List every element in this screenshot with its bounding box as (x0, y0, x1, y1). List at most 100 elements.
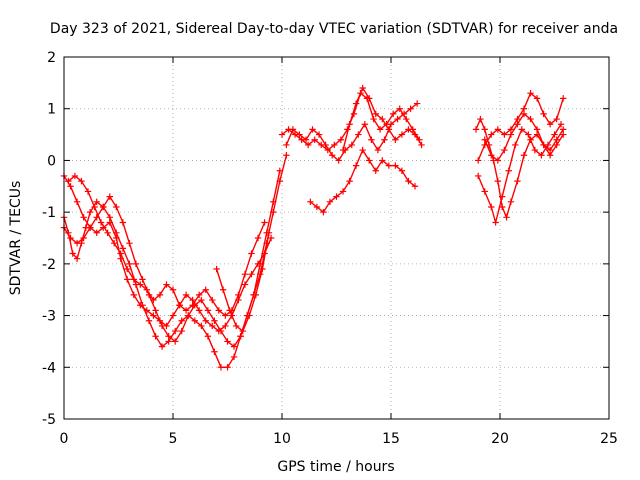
data-point (283, 152, 290, 159)
data-point (533, 126, 541, 133)
data-point (222, 312, 229, 319)
data-point (477, 115, 484, 123)
data-point (230, 343, 238, 350)
data-point (525, 131, 532, 138)
data-point (204, 333, 212, 340)
data-point (540, 110, 547, 118)
data-point (226, 307, 233, 314)
data-point (527, 90, 534, 97)
data-point (328, 152, 336, 159)
data-point (195, 291, 203, 299)
data-point (248, 250, 255, 257)
data-point (418, 141, 425, 149)
data-point (119, 245, 127, 252)
data-point (533, 95, 541, 102)
data-point (257, 260, 264, 268)
data-point (246, 312, 253, 319)
data-point (560, 95, 567, 102)
data-point (398, 167, 406, 174)
data-point (261, 219, 268, 226)
y-tick-label: 0 (47, 153, 56, 169)
data-point (546, 152, 554, 159)
data-point (171, 327, 179, 335)
data-point (366, 95, 373, 102)
data-series-track-9 (339, 84, 425, 154)
data-point (158, 322, 166, 330)
data-point (211, 317, 218, 324)
y-tick-label: 2 (47, 50, 56, 66)
data-point (143, 307, 151, 314)
data-point (333, 193, 340, 200)
data-point (100, 203, 107, 211)
data-point (307, 198, 314, 205)
data-point (507, 198, 515, 205)
data-point (126, 260, 133, 268)
data-point (106, 193, 113, 200)
data-point (235, 291, 242, 299)
series-line (63, 154, 288, 368)
data-point (385, 126, 393, 133)
data-point (411, 131, 419, 138)
data-point (241, 271, 249, 278)
data-point (73, 239, 81, 247)
y-tick-label: -5 (42, 412, 56, 428)
data-point (217, 327, 225, 335)
data-point (198, 322, 205, 330)
x-tick-label: 0 (60, 431, 69, 447)
x-tick-label: 10 (273, 431, 291, 447)
data-point (195, 307, 203, 314)
data-point (191, 317, 198, 324)
data-point (331, 141, 338, 149)
data-point (359, 146, 366, 154)
data-point (202, 286, 209, 293)
data-point (368, 136, 375, 143)
data-point (361, 121, 369, 128)
x-tick-label: 5 (169, 431, 178, 447)
data-point (520, 110, 528, 118)
data-point (540, 141, 547, 149)
data-point (80, 214, 87, 221)
data-point (498, 193, 506, 200)
series-line (309, 149, 416, 213)
data-point (117, 250, 124, 257)
y-tick-label: -3 (42, 309, 56, 325)
data-point (130, 276, 137, 283)
data-point (514, 121, 521, 128)
data-point (335, 157, 342, 164)
data-point (387, 121, 395, 128)
data-point (145, 317, 153, 324)
data-point (309, 126, 316, 133)
data-point (124, 276, 131, 283)
data-point (379, 115, 386, 123)
data-point (126, 239, 133, 247)
data-point (213, 265, 220, 273)
series-line (477, 92, 564, 162)
data-point (93, 214, 100, 221)
data-point (233, 322, 240, 330)
data-point (527, 115, 534, 123)
data-point (400, 110, 408, 118)
data-point (557, 121, 565, 128)
data-point (346, 177, 353, 185)
data-point (230, 353, 238, 361)
x-tick-label: 20 (491, 431, 509, 447)
data-point (113, 234, 120, 242)
axis-ticks (63, 56, 610, 420)
data-point (370, 115, 377, 123)
data-point (65, 177, 72, 185)
y-tick-label: -1 (42, 205, 56, 221)
data-point (337, 136, 345, 143)
data-series (60, 84, 567, 371)
data-point (352, 162, 360, 169)
data-point (392, 136, 399, 143)
data-point (130, 291, 137, 299)
data-point (381, 136, 388, 143)
data-point (413, 100, 421, 107)
data-point (176, 302, 183, 309)
data-point (512, 141, 519, 149)
data-point (158, 343, 166, 350)
data-point (169, 312, 177, 319)
data-point (78, 177, 85, 185)
data-point (106, 219, 113, 226)
data-point (501, 146, 508, 154)
